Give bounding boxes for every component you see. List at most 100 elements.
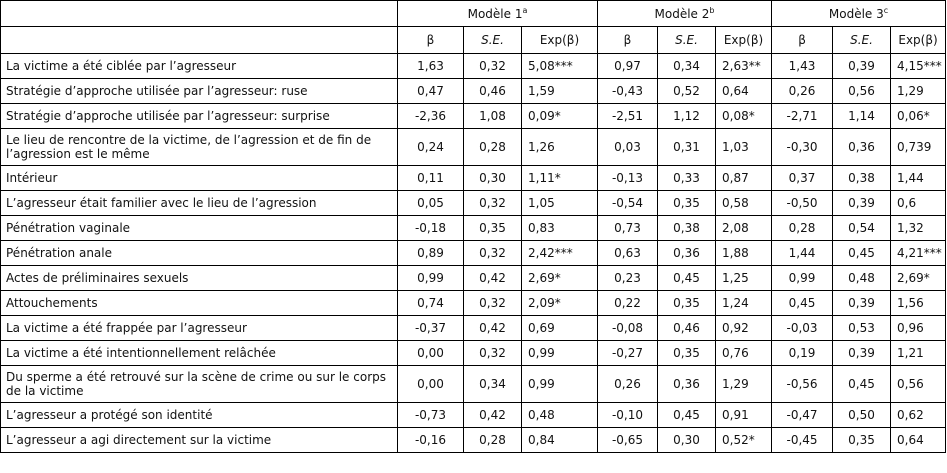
se-cell: 0,38: [657, 215, 716, 241]
exp-cell: 0,76: [714, 340, 773, 366]
se-cell: 0,42: [463, 265, 522, 291]
col-se-3: S.E.: [832, 26, 892, 54]
beta-cell: 0,45: [771, 290, 834, 316]
se-cell: 0,45: [657, 402, 716, 428]
exp-cell: 0,09*: [521, 103, 598, 129]
exp-cell: 0,69: [521, 315, 598, 341]
table-row: La victime a été ciblée par l’agresseur …: [0, 53, 947, 79]
table-row: L’agresseur était familier avec le lieu …: [0, 190, 947, 216]
table-row: L’agresseur a protégé son identité -0,73…: [0, 402, 947, 428]
exp-cell: 0,64: [714, 78, 773, 104]
se-cell: 0,32: [463, 240, 522, 266]
table-row: Pénétration anale 0,89 0,32 2,42*** 0,63…: [0, 240, 947, 266]
exp-cell: 1,44: [890, 165, 947, 191]
table-row: Stratégie d’approche utilisée par l’agre…: [0, 103, 947, 129]
beta-cell: 0,73: [597, 215, 658, 241]
exp-cell: 1,05: [521, 190, 598, 216]
se-cell: 0,50: [832, 402, 892, 428]
se-cell: 0,38: [832, 165, 892, 191]
beta-cell: -0,37: [397, 315, 464, 341]
exp-cell: 0,08*: [714, 103, 773, 129]
beta-cell: -2,36: [397, 103, 464, 129]
exp-cell: 1,25: [714, 265, 773, 291]
beta-cell: 0,37: [771, 165, 834, 191]
se-cell: 0,36: [657, 240, 716, 266]
se-cell: 0,45: [657, 265, 716, 291]
exp-cell: 1,21: [890, 340, 947, 366]
model-1-header: Modèle 1a: [397, 0, 598, 27]
se-cell: 0,42: [463, 402, 522, 428]
exp-cell: 1,24: [714, 290, 773, 316]
regression-table: Modèle 1a Modèle 2b Modèle 3c β S.E. Exp…: [0, 0, 947, 453]
row-label: Intérieur: [0, 165, 398, 191]
beta-cell: -0,73: [397, 402, 464, 428]
se-cell: 0,39: [832, 290, 892, 316]
exp-cell: 2,69*: [521, 265, 598, 291]
beta-cell: 0,05: [397, 190, 464, 216]
exp-cell: 2,08: [714, 215, 773, 241]
col-se-2: S.E.: [657, 26, 716, 54]
exp-cell: 0,64: [890, 427, 947, 453]
se-cell: 0,42: [463, 315, 522, 341]
se-cell: 0,30: [657, 427, 716, 453]
table-row: Du sperme a été retrouvé sur la scène de…: [0, 365, 947, 403]
column-header-row: β S.E. Exp(β) β S.E. Exp(β) β S.E. Exp(β…: [0, 26, 947, 54]
beta-cell: -0,56: [771, 365, 834, 403]
exp-cell: 0,06*: [890, 103, 947, 129]
beta-cell: -0,16: [397, 427, 464, 453]
se-cell: 1,08: [463, 103, 522, 129]
se-cell: 0,53: [832, 315, 892, 341]
beta-cell: -0,30: [771, 128, 834, 166]
beta-cell: 0,22: [597, 290, 658, 316]
se-cell: 0,54: [832, 215, 892, 241]
exp-cell: 0,91: [714, 402, 773, 428]
col-beta-2: β: [597, 26, 658, 54]
row-label: La victime a été ciblée par l’agresseur: [0, 53, 398, 79]
table-row: La victime a été intentionnellement relâ…: [0, 340, 947, 366]
se-cell: 0,48: [832, 265, 892, 291]
se-cell: 0,35: [463, 215, 522, 241]
se-cell: 0,34: [657, 53, 716, 79]
beta-cell: -2,71: [771, 103, 834, 129]
table-row: L’agresseur a agi directement sur la vic…: [0, 427, 947, 453]
table-row: Attouchements 0,74 0,32 2,09* 0,22 0,35 …: [0, 290, 947, 316]
se-cell: 0,46: [463, 78, 522, 104]
row-label: L’agresseur a agi directement sur la vic…: [0, 427, 398, 453]
se-cell: 0,39: [832, 53, 892, 79]
se-cell: 0,32: [463, 190, 522, 216]
beta-cell: 1,44: [771, 240, 834, 266]
col-beta-3: β: [771, 26, 834, 54]
beta-cell: 0,11: [397, 165, 464, 191]
se-cell: 0,35: [657, 340, 716, 366]
table-row: Pénétration vaginale -0,18 0,35 0,83 0,7…: [0, 215, 947, 241]
se-cell: 0,28: [463, 128, 522, 166]
table-body: La victime a été ciblée par l’agresseur …: [0, 53, 947, 453]
beta-cell: -0,18: [397, 215, 464, 241]
exp-cell: 2,63**: [714, 53, 773, 79]
se-cell: 0,56: [832, 78, 892, 104]
se-cell: 0,32: [463, 290, 522, 316]
beta-cell: 0,97: [597, 53, 658, 79]
row-label: Actes de préliminaires sexuels: [0, 265, 398, 291]
table-row: Actes de préliminaires sexuels 0,99 0,42…: [0, 265, 947, 291]
beta-cell: -0,27: [597, 340, 658, 366]
table-row: Intérieur 0,11 0,30 1,11* -0,13 0,33 0,8…: [0, 165, 947, 191]
exp-cell: 1,03: [714, 128, 773, 166]
se-cell: 0,46: [657, 315, 716, 341]
row-label: La victime a été frappée par l’agresseur: [0, 315, 398, 341]
exp-cell: 5,08***: [521, 53, 598, 79]
exp-cell: 1,29: [890, 78, 947, 104]
model-header-row: Modèle 1a Modèle 2b Modèle 3c: [0, 0, 947, 27]
se-cell: 1,12: [657, 103, 716, 129]
exp-cell: 0,83: [521, 215, 598, 241]
exp-cell: 1,88: [714, 240, 773, 266]
beta-cell: -2,51: [597, 103, 658, 129]
beta-cell: 0,00: [397, 365, 464, 403]
beta-cell: 0,47: [397, 78, 464, 104]
beta-cell: 0,28: [771, 215, 834, 241]
col-se-1: S.E.: [463, 26, 522, 54]
exp-cell: 0,48: [521, 402, 598, 428]
table-row: La victime a été frappée par l’agresseur…: [0, 315, 947, 341]
exp-cell: 0,84: [521, 427, 598, 453]
row-label: Pénétration anale: [0, 240, 398, 266]
